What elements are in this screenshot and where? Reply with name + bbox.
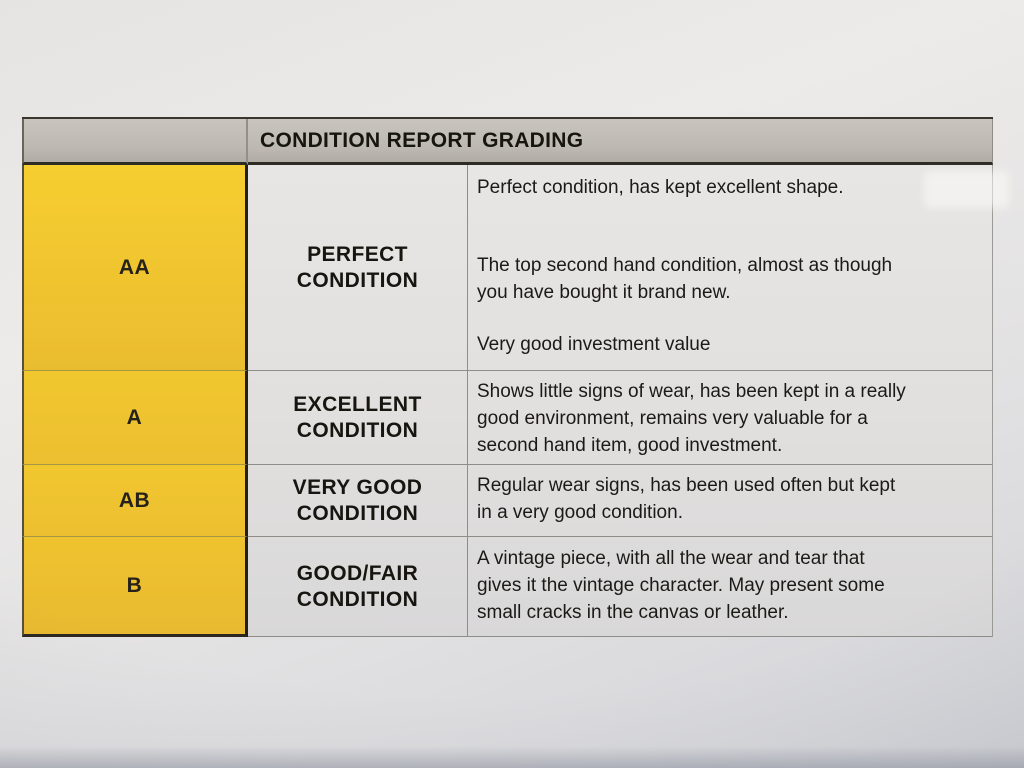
description-paragraph: Perfect condition, has kept excellent sh… — [477, 174, 976, 201]
label-cell-good-fair-condition: GOOD/FAIR CONDITION — [248, 537, 467, 637]
grade-b-text: B — [126, 573, 143, 597]
description-paragraph: Shows little signs of wear, has been kep… — [477, 378, 976, 459]
label-cell-perfect-condition: PERFECT CONDITION — [248, 165, 467, 371]
label-perfect-condition: PERFECT CONDITION — [296, 242, 419, 292]
label-good-fair-condition: GOOD/FAIR CONDITION — [296, 561, 419, 611]
grade-cell-ab: AB — [22, 465, 248, 537]
description-line: gives it the vintage character. May pres… — [477, 575, 885, 596]
label-cell-excellent-condition: EXCELLENT CONDITION — [248, 371, 467, 465]
header-empty-cell — [22, 119, 248, 165]
description-line: Very good investment value — [477, 334, 711, 355]
description-paragraph: Very good investment value — [477, 331, 976, 358]
photo-bottom-shadow — [0, 746, 1024, 768]
table-title-text: CONDITION REPORT GRADING — [260, 128, 584, 152]
label-very-good-condition: VERY GOOD CONDITION — [292, 475, 423, 525]
description-line: A vintage piece, with all the wear and t… — [477, 548, 865, 569]
grade-cell-b: B — [22, 537, 248, 637]
description-cell-ab: Regular wear signs, has been used often … — [467, 465, 993, 537]
description-line: Regular wear signs, has been used often … — [477, 475, 896, 496]
description-line: second hand item, good investment. — [477, 435, 783, 456]
description-line: The top second hand condition, almost as… — [477, 255, 893, 276]
description-paragraph: A vintage piece, with all the wear and t… — [477, 545, 976, 626]
table-title: CONDITION REPORT GRADING — [248, 119, 993, 165]
description-cell-a: Shows little signs of wear, has been kep… — [467, 371, 993, 465]
label-cell-very-good-condition: VERY GOOD CONDITION — [248, 465, 467, 537]
grade-cell-a: A — [22, 371, 248, 465]
description-line: Perfect condition, has kept excellent sh… — [477, 177, 844, 198]
description-cell-aa: Perfect condition, has kept excellent sh… — [467, 165, 993, 371]
description-paragraph: The top second hand condition, almost as… — [477, 252, 976, 306]
grade-ab-text: AB — [118, 488, 151, 512]
grade-aa-text: AA — [118, 255, 151, 279]
grading-table: CONDITION REPORT GRADING AA PERFECT COND… — [22, 117, 993, 637]
grade-cell-aa: AA — [22, 165, 248, 371]
description-line: in a very good condition. — [477, 502, 683, 523]
description-line: you have bought it brand new. — [477, 282, 731, 303]
description-line: small cracks in the canvas or leather. — [477, 602, 789, 623]
description-line: good environment, remains very valuable … — [477, 408, 868, 429]
description-line: Shows little signs of wear, has been kep… — [477, 381, 906, 402]
whiteout-patch — [924, 171, 1009, 208]
grade-a-text: A — [126, 405, 143, 429]
description-paragraph: Regular wear signs, has been used often … — [477, 472, 976, 526]
label-excellent-condition: EXCELLENT CONDITION — [293, 392, 422, 442]
description-cell-b: A vintage piece, with all the wear and t… — [467, 537, 993, 637]
